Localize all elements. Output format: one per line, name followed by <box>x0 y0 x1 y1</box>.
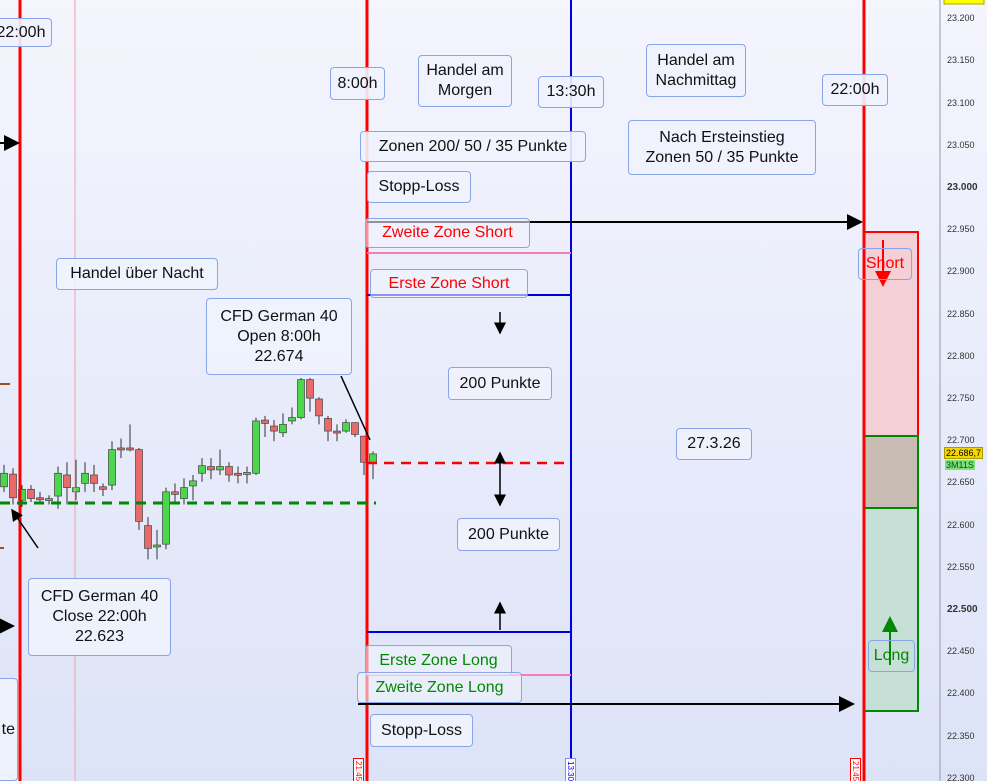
candle-down <box>315 398 323 417</box>
label-short: Short <box>858 248 912 280</box>
axis-tick-label: 22.500 <box>947 604 978 615</box>
candle-up <box>252 420 260 474</box>
candle-up <box>369 453 377 463</box>
candle-down <box>36 497 44 501</box>
label-long2: Zweite Zone Long <box>357 672 522 703</box>
axis-tick-label: 22.600 <box>947 519 975 530</box>
candle-down <box>126 447 134 451</box>
time-label: 21:45 <box>353 758 364 781</box>
candle-up <box>162 491 170 545</box>
label-points-top: 200 Punkte <box>448 367 552 400</box>
label-short1: Erste Zone Short <box>370 269 528 298</box>
axis-tick-label: 23.000 <box>947 182 978 193</box>
candle-down <box>135 449 143 522</box>
axis-tick-label: 22.800 <box>947 350 975 361</box>
close-pointer <box>11 508 39 549</box>
candle-up <box>189 480 197 487</box>
axis-tick-label: 22.850 <box>947 308 975 319</box>
short-zone <box>863 231 919 437</box>
axis-tick-label: 22.350 <box>947 730 975 741</box>
top-price-tag <box>943 0 985 5</box>
label-overnight: Handel über Nacht <box>56 258 218 290</box>
label-short2: Zweite Zone Short <box>365 218 530 248</box>
axis-tick-label: 23.050 <box>947 139 975 150</box>
time-label: 21:45 <box>850 758 861 781</box>
axis-tick-label: 22.400 <box>947 688 975 699</box>
neutral-zone <box>863 435 919 509</box>
long-zone <box>863 507 919 712</box>
candle-down <box>306 379 314 399</box>
candle-up <box>279 423 287 434</box>
candles <box>0 377 377 560</box>
candle-down <box>225 466 233 476</box>
candle-up <box>198 465 206 474</box>
candle-down <box>270 425 278 432</box>
candle-up <box>297 379 305 418</box>
candle-down <box>63 474 71 488</box>
candle-down <box>99 486 107 490</box>
candle-up <box>153 544 161 548</box>
label-left-partial: te <box>0 678 18 781</box>
open-pointer <box>340 375 371 441</box>
axis-tick-label: 22.950 <box>947 224 975 235</box>
label-stop-top: Stopp-Loss <box>367 171 471 203</box>
axis-tick-label: 22.900 <box>947 266 975 277</box>
candle-up <box>108 449 116 486</box>
candle-up <box>243 472 251 475</box>
axis-tick-label: 23.100 <box>947 97 975 108</box>
label-1330: 13:30h <box>538 76 604 108</box>
candle-up <box>45 498 53 501</box>
label-zones: Zonen 200/ 50 / 35 Punkte <box>360 131 586 162</box>
candle-down <box>9 473 17 499</box>
candle-up <box>288 417 296 422</box>
axis-tick-label: 22.300 <box>947 772 975 781</box>
candle-down <box>27 488 35 499</box>
axis-tick-label: 22.650 <box>947 477 975 488</box>
label-date: 27.3.26 <box>676 428 752 460</box>
candle-down <box>117 447 125 451</box>
axis-tick-label: 22.750 <box>947 393 975 403</box>
candle-up <box>342 422 350 432</box>
label-long: Long <box>868 640 915 672</box>
candle-down <box>144 525 152 549</box>
label-long1: Erste Zone Long <box>365 645 512 676</box>
time-label: 13:30 <box>565 758 576 781</box>
candle-up <box>180 487 188 499</box>
label-2200-left: 22:00h <box>0 18 52 47</box>
label-stop-bottom: Stopp-Loss <box>370 714 473 747</box>
label-after-entry: Nach Ersteinstieg Zonen 50 / 35 Punkte <box>628 120 816 175</box>
countdown-tag: 3M11S <box>945 460 975 470</box>
axis-tick-label: 23.200 <box>947 13 975 24</box>
candle-up <box>0 472 8 488</box>
axis-tick-label: 23.150 <box>947 55 975 66</box>
axis-tick-label: 22.450 <box>947 646 975 657</box>
candle-up <box>81 472 89 484</box>
candle-down <box>90 474 98 484</box>
label-800: 8:00h <box>330 67 385 100</box>
candle-down <box>207 466 215 471</box>
axis-tick-label: 22.700 <box>947 435 975 446</box>
label-2200-right: 22:00h <box>822 74 888 106</box>
label-open-info: CFD German 40 Open 8:00h 22.674 <box>206 298 352 375</box>
candle-up <box>216 466 224 471</box>
candle-down <box>261 419 269 424</box>
candle-down <box>234 472 242 476</box>
candle-down <box>333 430 341 434</box>
candle-down <box>324 418 332 432</box>
axis-tick-label: 22.550 <box>947 561 975 572</box>
candle-down <box>351 422 359 435</box>
label-points-bottom: 200 Punkte <box>457 518 560 551</box>
candle-up <box>72 487 80 493</box>
candle-down <box>171 491 179 495</box>
label-morning: Handel am Morgen <box>418 55 512 107</box>
candle-up <box>54 472 62 497</box>
label-close-info: CFD German 40 Close 22:00h 22.623 <box>28 578 171 656</box>
label-afternoon: Handel am Nachmittag <box>646 44 746 97</box>
current-price-tag: 22.686,7 <box>944 447 984 459</box>
